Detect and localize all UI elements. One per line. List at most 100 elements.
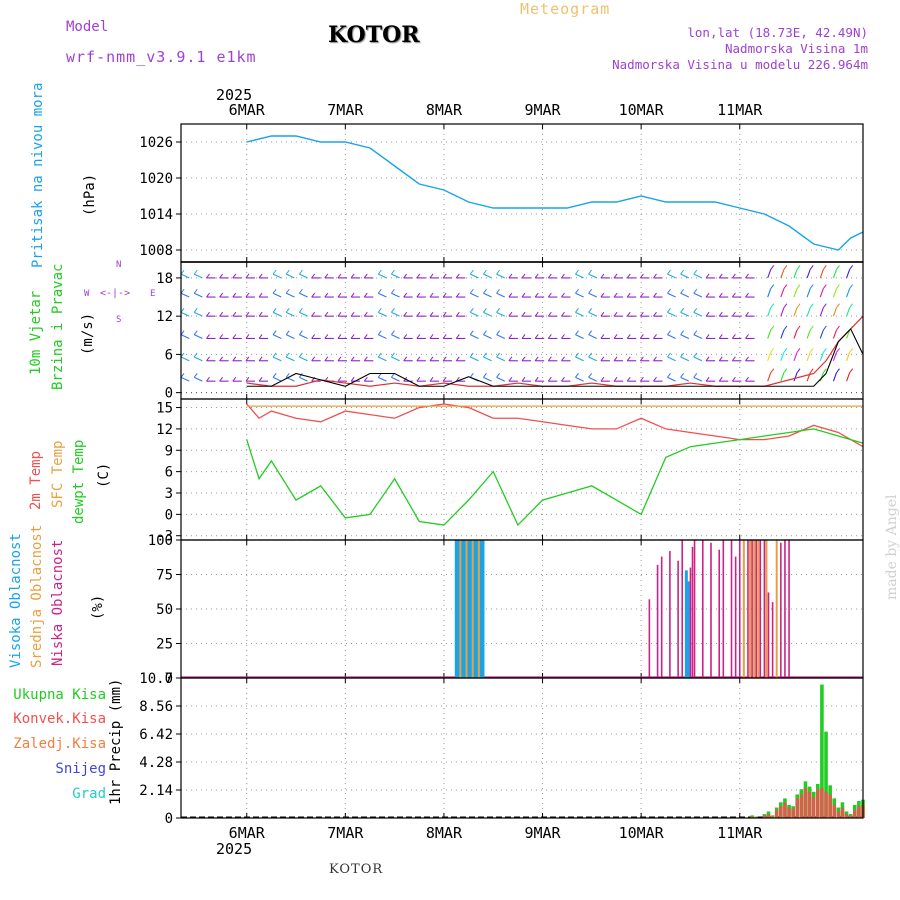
wind-barb-flag: [667, 308, 671, 313]
y-tick-label: 2.14: [139, 783, 173, 799]
wind-barb-flag: [258, 376, 263, 382]
wind-barb-flag: [219, 334, 224, 339]
wind-barb-flag: [600, 311, 605, 317]
wind-barb: [780, 288, 785, 298]
wind-barb-flag: [613, 376, 618, 382]
wind-barb: [180, 273, 190, 279]
wind-barb-flag: [324, 292, 329, 298]
low-cloud-bar: [710, 542, 712, 678]
pressure-line: [246, 135, 864, 251]
legend-snow: Snijeg: [55, 761, 106, 777]
wind-barb-flag: [809, 325, 814, 331]
wind-barb-flag: [245, 273, 250, 279]
wind-barb-flag: [206, 292, 210, 298]
wind-barb-flag: [783, 265, 788, 270]
wind-barb-flag: [680, 308, 685, 313]
date-label-bottom: 9MAR: [524, 824, 561, 842]
wind-barb: [378, 356, 387, 362]
wind-barb: [588, 273, 598, 279]
wind-barb-flag: [575, 288, 579, 294]
wind-barb: [846, 307, 851, 317]
wind-barb-flag: [575, 308, 579, 313]
y-tick-label: 10.7: [139, 671, 173, 687]
precip-total-bar: [820, 684, 824, 818]
wind-barb: [846, 352, 851, 361]
y-tick-label: 9: [165, 443, 173, 459]
wind-barb-flag: [521, 334, 526, 339]
wind-barb-flag: [667, 373, 671, 378]
wind-barb-flag: [442, 311, 447, 317]
precip-conv-bar: [807, 791, 812, 818]
wind-barb-flag: [455, 356, 460, 362]
date-label-top: 6MAR: [229, 101, 266, 119]
wind-barb: [693, 356, 703, 362]
wind-barb-flag: [272, 288, 277, 294]
wind-barb-flag: [770, 303, 775, 309]
compass-east: E: [150, 289, 156, 299]
wind-barb-flag: [639, 356, 644, 362]
wind-barb: [483, 273, 492, 279]
wind-barb-flag: [836, 284, 840, 289]
precip-conv-bar: [857, 806, 861, 818]
legend-freezing: Zaledj.Kisa: [13, 736, 106, 752]
wind-barb-flag: [718, 334, 723, 339]
wind-barb-flag: [483, 330, 487, 335]
wind-barb: [193, 311, 203, 317]
wind-barb: [680, 376, 690, 382]
y-tick-label: 15: [156, 401, 173, 417]
wind-barb-flag: [718, 292, 723, 298]
wind-barb: [667, 273, 676, 279]
wind-barb-flag: [849, 368, 854, 374]
wind-barb: [496, 273, 505, 279]
wind-barb-flag: [285, 308, 290, 313]
wind-barb-flag: [783, 303, 788, 309]
compass-north: N: [116, 260, 122, 270]
wind-barb-flag: [600, 356, 605, 362]
low-cloud-bar: [780, 542, 782, 678]
y-tick-label: 1026: [139, 135, 173, 151]
wind-barb-flag: [483, 352, 487, 358]
wind-barb-flag: [705, 273, 710, 279]
low-cloud-bar: [771, 602, 774, 678]
wind-barb-flag: [613, 292, 618, 298]
wind-barb-flag: [496, 288, 500, 294]
wind-barb-flag: [521, 273, 526, 279]
wind-barb-flag: [693, 269, 698, 275]
wind-barb-flag: [442, 273, 447, 279]
wind-barb-flag: [350, 292, 355, 298]
wind-barb-flag: [258, 273, 263, 279]
wind-barb: [767, 329, 772, 339]
y-tick-label: 0: [165, 811, 173, 827]
wind-barb-flag: [796, 284, 801, 289]
low-cloud-bar: [669, 551, 671, 678]
wind-barb-flag: [416, 356, 421, 362]
wind-barb-flag: [613, 334, 618, 339]
wind-barb-flag: [534, 311, 539, 317]
wind-barb-flag: [822, 303, 827, 309]
wind-barb: [793, 307, 798, 317]
wind-barb-flag: [245, 292, 250, 298]
wind-barb-flag: [219, 376, 224, 382]
wind-barb-flag: [547, 273, 552, 279]
wind-barb-flag: [298, 308, 303, 313]
wind-barb: [391, 376, 400, 382]
wind-barb: [193, 292, 203, 298]
wind-barb-flag: [588, 269, 593, 275]
high-cloud-bar: [460, 540, 464, 678]
wind-barb-flag: [783, 325, 788, 331]
wind-barb-flag: [822, 284, 827, 289]
y-tick-label: 0: [165, 671, 173, 687]
low-cloud-bar: [693, 540, 696, 678]
wind-barb-flag: [626, 311, 631, 317]
wind-barb-flag: [206, 273, 210, 279]
date-label-bottom: 10MAR: [619, 824, 665, 842]
wind-barb-flag: [429, 311, 434, 317]
wind-barb-flag: [588, 352, 593, 358]
wind-barb-flag: [350, 311, 355, 317]
wind-barb-flag: [534, 356, 539, 362]
wind-barb-flag: [403, 311, 408, 317]
wind-barb-flag: [521, 376, 526, 382]
wind-barb-flag: [324, 356, 329, 362]
wind-barb-flag: [809, 368, 814, 374]
date-label-top: 9MAR: [524, 101, 561, 119]
